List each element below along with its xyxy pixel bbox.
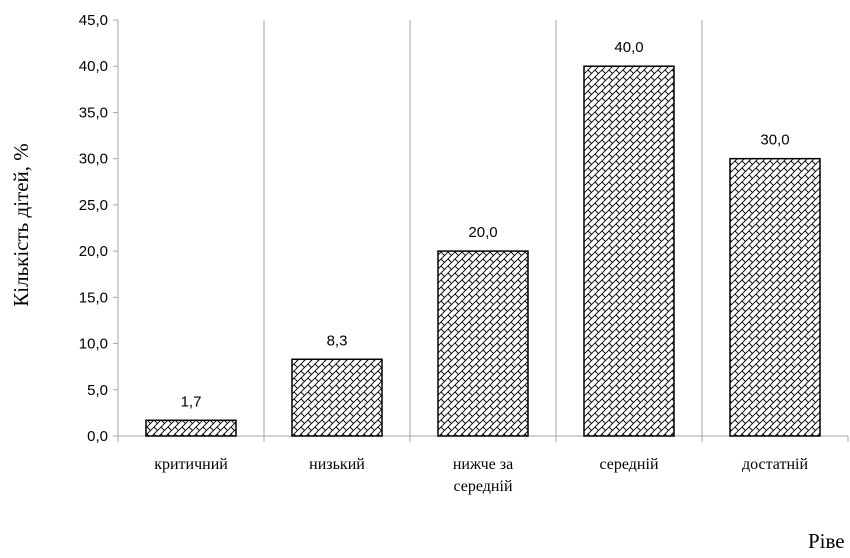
grid-lines [263,20,703,436]
y-tick-label: 40,0 [79,58,108,75]
y-tick-label: 25,0 [79,197,108,214]
y-tick-label: 15,0 [79,289,108,306]
bar [145,419,237,437]
bar [291,358,383,437]
bars [145,65,821,437]
x-category-label: нижче за [453,456,513,473]
y-tick-label: 0,0 [87,428,108,445]
x-category-label: середній [454,478,513,495]
y-axis-title: Кількість дітей, % [9,143,33,307]
x-category-label: критичний [154,456,228,473]
y-tick-label: 10,0 [79,336,108,353]
bar [729,157,821,437]
data-label: 20,0 [468,224,497,241]
y-tick-label: 5,0 [87,382,108,399]
x-category-label: низький [309,456,365,473]
x-axis-title: Ріве [808,529,845,553]
data-label: 1,7 [181,393,202,410]
x-category-label: достатній [742,456,809,473]
y-tick-label: 30,0 [79,151,108,168]
x-category-label: середній [600,456,659,473]
bar [583,65,675,437]
data-label: 40,0 [614,39,643,56]
data-label: 30,0 [760,132,789,149]
y-tick-label: 45,0 [79,12,108,29]
y-tick-label: 20,0 [79,243,108,260]
data-label: 8,3 [327,332,348,349]
bar [437,250,529,437]
labels: 0,0 5,0 10,0 15,0 20,0 25,0 30,0 35,0 40,0 45,0 1,… [79,12,809,495]
y-tick-label: 35,0 [79,104,108,121]
